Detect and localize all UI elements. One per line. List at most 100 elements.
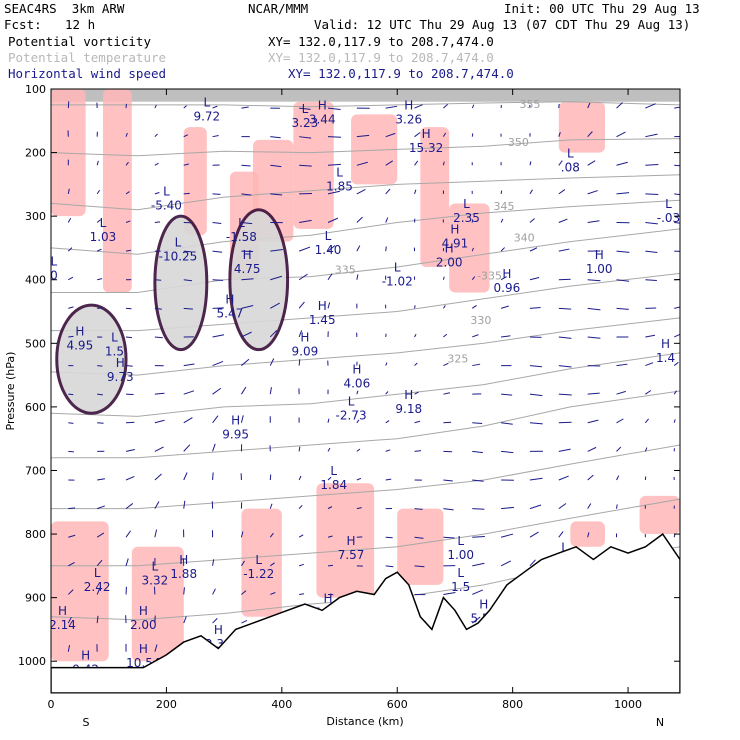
wind-vector [443,333,448,338]
y-tick-label: 100 [25,83,46,96]
wind-vector [385,565,394,568]
wind-vector [356,448,361,452]
wind-vector [385,536,393,539]
wind-vector [472,334,479,338]
x-tick-label: 600 [387,698,408,711]
extremum-letter: H [318,99,327,113]
wind-vector [616,390,626,395]
wind-vector [125,336,133,339]
wind-vector [154,307,162,310]
wind-vector [269,387,272,395]
isentrope-label: 355 [519,98,540,111]
wind-vector [299,107,311,110]
wind-vector [270,249,283,252]
isentrope-label: 345 [493,200,514,213]
wind-vector [673,361,679,366]
wind-vector [154,473,162,481]
wind-vector [68,450,74,453]
pv-shaded-region [397,508,444,585]
wind-vector [471,304,477,309]
wind-vector [472,535,485,538]
wind-vector [529,306,541,309]
wind-vector [183,616,187,624]
extremum-value: 1.5 [451,580,470,594]
pv-shaded-region [102,89,132,293]
isentrope-line [51,138,680,157]
wind-vector [587,307,601,311]
isentrope-line [51,228,680,293]
extremum-value: 1.5 [105,345,124,359]
wind-vector [587,131,593,138]
x-tick-label: 200 [156,698,177,711]
wind-vector [472,508,485,510]
wind-vector [472,422,483,424]
upper-pv-band [51,89,680,102]
wind-vector [587,220,600,224]
wind-vector [327,190,341,195]
wind-vector [67,616,72,624]
wind-vector [616,418,624,424]
wind-vector [68,507,76,510]
extremum-value: 0.96 [494,281,521,295]
left-end-label: S [83,716,90,729]
extremum-letter: L [336,165,343,179]
wind-vector [356,390,359,395]
wind-vector [472,363,481,367]
wind-vector [327,476,332,481]
wind-vector [183,163,189,166]
valid-time: Valid: 12 UTC Thu 29 Aug 13 (07 CDT Thu … [314,17,691,32]
wind-vector [645,362,654,367]
y-tick-label: 900 [25,592,46,605]
wind-vector [356,477,362,481]
extremum-letter: L [457,566,464,580]
right-end-label: N [656,716,664,729]
pv-shaded-region [639,495,680,535]
wind-vector [385,246,387,252]
y-tick-label: 700 [25,464,46,477]
extremum-value: 9.09 [292,345,319,359]
wind-vector [471,616,481,624]
wind-vector [96,160,99,166]
wind-vector [558,421,572,424]
extremum-letter: H [502,267,511,281]
wind-vector [125,449,135,452]
wind-vector [241,331,252,338]
extremum-value: 15.32 [409,141,443,155]
wind-vector [674,164,680,167]
extremum-letter: H [214,623,223,637]
wind-vector [356,245,361,252]
wind-vector [241,620,248,624]
wind-vector [298,563,304,567]
wind-vector [67,644,71,652]
wind-vector [356,274,359,280]
wind-vector [327,136,341,138]
wind-vector [183,307,193,310]
wind-vector [472,562,485,567]
extremum-letter: H [243,248,252,262]
wind-vector [183,390,195,395]
wind-vector [443,103,449,109]
y-tick-label: 200 [25,147,46,160]
isentrope-label: 350 [508,136,529,149]
extremum-value: 9.95 [222,427,249,441]
field-name-wind: Horizontal wind speed [8,66,167,81]
extremum-value: 1.88 [170,567,197,581]
wind-vector [616,161,628,166]
wind-vector [96,532,105,538]
wind-vector [587,190,598,195]
wind-vector [529,276,540,281]
wind-vector [443,536,455,539]
wind-vector [270,302,280,309]
isentrope-line [51,174,680,211]
wind-vector [97,365,103,367]
wind-vector [529,422,543,425]
wind-vector [183,279,192,282]
extremum-value: 1.40 [315,243,342,257]
wind-vector [443,479,453,482]
x-tick-label: 800 [502,698,523,711]
extremum-value: 2.14 [49,618,76,632]
pv-shaded-region [316,483,375,598]
y-tick-label: 300 [25,210,46,223]
wind-vector [125,132,128,137]
wind-vector [356,188,366,195]
